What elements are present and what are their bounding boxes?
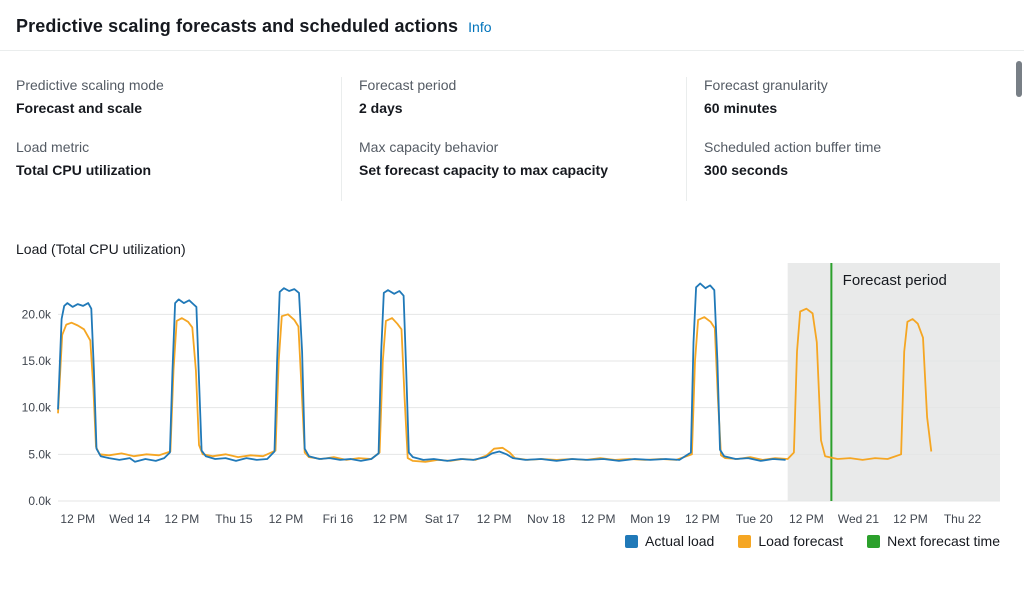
x-tick-label: 12 PM bbox=[60, 512, 95, 526]
load-forecast-swatch-icon bbox=[738, 534, 752, 548]
x-tick-label: Wed 21 bbox=[838, 512, 879, 526]
x-tick-label: Mon 19 bbox=[630, 512, 670, 526]
field-label: Forecast period bbox=[359, 77, 457, 93]
y-tick-label: 15.0k bbox=[22, 354, 52, 368]
x-tick-label: Fri 16 bbox=[323, 512, 354, 526]
settings-column-3: Forecast granularity 60 minutes Schedule… bbox=[686, 77, 1008, 201]
y-tick-label: 10.0k bbox=[22, 401, 52, 415]
x-tick-label: Wed 14 bbox=[109, 512, 150, 526]
legend-item-actual-load[interactable]: Actual load bbox=[625, 533, 714, 549]
field-forecast-granularity: Forecast granularity 60 minutes bbox=[704, 77, 988, 116]
field-max-capacity-behavior: Max capacity behavior Set forecast capac… bbox=[359, 139, 666, 178]
field-value: Forecast and scale bbox=[16, 100, 143, 116]
x-tick-label: 12 PM bbox=[373, 512, 408, 526]
forecast-period-region bbox=[787, 263, 1000, 501]
field-label: Max capacity behavior bbox=[359, 139, 499, 155]
field-value: 2 days bbox=[359, 100, 403, 116]
field-label: Predictive scaling mode bbox=[16, 77, 164, 93]
x-tick-label: Thu 22 bbox=[944, 512, 982, 526]
field-value: 60 minutes bbox=[704, 100, 778, 116]
x-tick-label: 12 PM bbox=[581, 512, 616, 526]
load-chart-section: Load (Total CPU utilization) Forecast pe… bbox=[0, 241, 1024, 549]
x-tick-label: 12 PM bbox=[477, 512, 512, 526]
field-scheduled-action-buffer-time: Scheduled action buffer time 300 seconds bbox=[704, 139, 988, 178]
x-tick-label: 12 PM bbox=[893, 512, 928, 526]
x-tick-label: Nov 18 bbox=[527, 512, 565, 526]
legend-label: Actual load bbox=[645, 533, 715, 549]
next-forecast-time-swatch-icon bbox=[867, 534, 881, 548]
field-predictive-scaling-mode: Predictive scaling mode Forecast and sca… bbox=[16, 77, 321, 116]
page-title: Predictive scaling forecasts and schedul… bbox=[16, 16, 459, 36]
panel-header: Predictive scaling forecasts and schedul… bbox=[0, 0, 1024, 50]
predictive-scaling-panel: Predictive scaling forecasts and schedul… bbox=[0, 0, 1024, 549]
actual-load-line bbox=[57, 282, 786, 463]
scrollbar-thumb[interactable] bbox=[1016, 61, 1022, 97]
x-tick-label: 12 PM bbox=[165, 512, 200, 526]
legend-item-load-forecast[interactable]: Load forecast bbox=[738, 533, 843, 549]
settings-column-2: Forecast period 2 days Max capacity beha… bbox=[341, 77, 686, 201]
chart-legend: Actual load Load forecast Next forecast … bbox=[0, 533, 1024, 549]
y-tick-label: 0.0k bbox=[28, 494, 52, 508]
field-value: Total CPU utilization bbox=[16, 162, 152, 178]
settings-column-1: Predictive scaling mode Forecast and sca… bbox=[16, 77, 341, 201]
field-label: Load metric bbox=[16, 139, 90, 155]
legend-label: Load forecast bbox=[758, 533, 844, 549]
x-tick-label: Thu 15 bbox=[215, 512, 253, 526]
legend-item-next-forecast-time[interactable]: Next forecast time bbox=[867, 533, 1000, 549]
field-label: Forecast granularity bbox=[704, 77, 828, 93]
legend-label: Next forecast time bbox=[887, 533, 1000, 549]
actual-load-swatch-icon bbox=[625, 534, 639, 548]
chart-title: Load (Total CPU utilization) bbox=[16, 241, 186, 257]
info-link[interactable]: Info bbox=[468, 19, 492, 35]
field-load-metric: Load metric Total CPU utilization bbox=[16, 139, 321, 178]
x-tick-label: Tue 20 bbox=[736, 512, 773, 526]
field-value: Set forecast capacity to max capacity bbox=[359, 162, 609, 178]
x-tick-label: Sat 17 bbox=[425, 512, 460, 526]
load-chart-svg[interactable]: Forecast period 0.0k 5.0k 10.0k 15.0k 20.0k 12… bbox=[12, 263, 1012, 531]
field-label: Scheduled action buffer time bbox=[704, 139, 882, 155]
field-value: 300 seconds bbox=[704, 162, 789, 178]
y-tick-label: 20.0k bbox=[22, 307, 52, 321]
x-tick-label: 12 PM bbox=[269, 512, 304, 526]
header-divider bbox=[0, 50, 1024, 51]
forecast-period-label: Forecast period bbox=[843, 272, 947, 289]
x-tick-label: 12 PM bbox=[789, 512, 824, 526]
settings-grid: Predictive scaling mode Forecast and sca… bbox=[0, 51, 1024, 201]
y-tick-label: 5.0k bbox=[28, 447, 52, 461]
x-tick-label: 12 PM bbox=[685, 512, 720, 526]
field-forecast-period: Forecast period 2 days bbox=[359, 77, 666, 116]
